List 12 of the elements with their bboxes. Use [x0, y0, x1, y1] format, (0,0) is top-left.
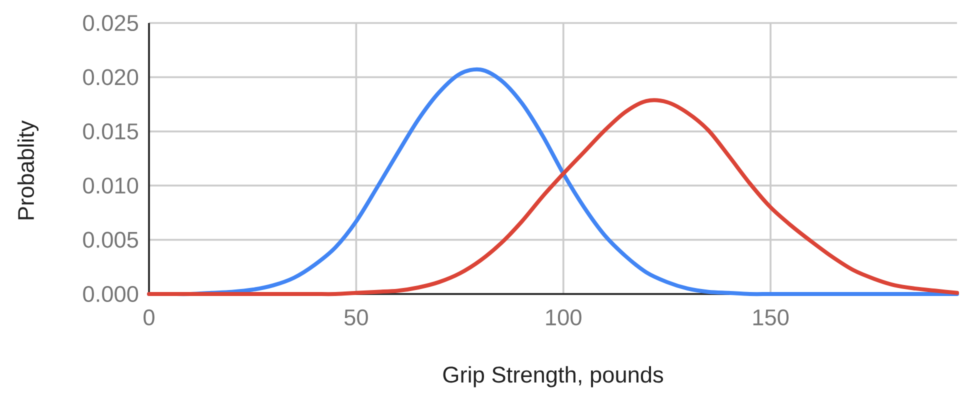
x-tick-label: 50: [344, 309, 368, 326]
x-tick-label: 150: [753, 309, 789, 326]
y-tick-label: 0.025: [83, 14, 138, 32]
y-tick-label: 0.015: [83, 123, 138, 140]
y-tick-label: 0.010: [83, 178, 138, 194]
x-tick-label: 100: [546, 309, 582, 326]
y-axis-title: Probablity: [17, 120, 39, 220]
x-tick-label: 0: [144, 309, 154, 326]
y-tick-label: 0.020: [83, 69, 138, 86]
y-tick-label: 0.000: [83, 286, 138, 302]
y-tick-label: 0.005: [83, 232, 138, 248]
x-axis-title: Grip Strength, pounds: [443, 366, 664, 388]
